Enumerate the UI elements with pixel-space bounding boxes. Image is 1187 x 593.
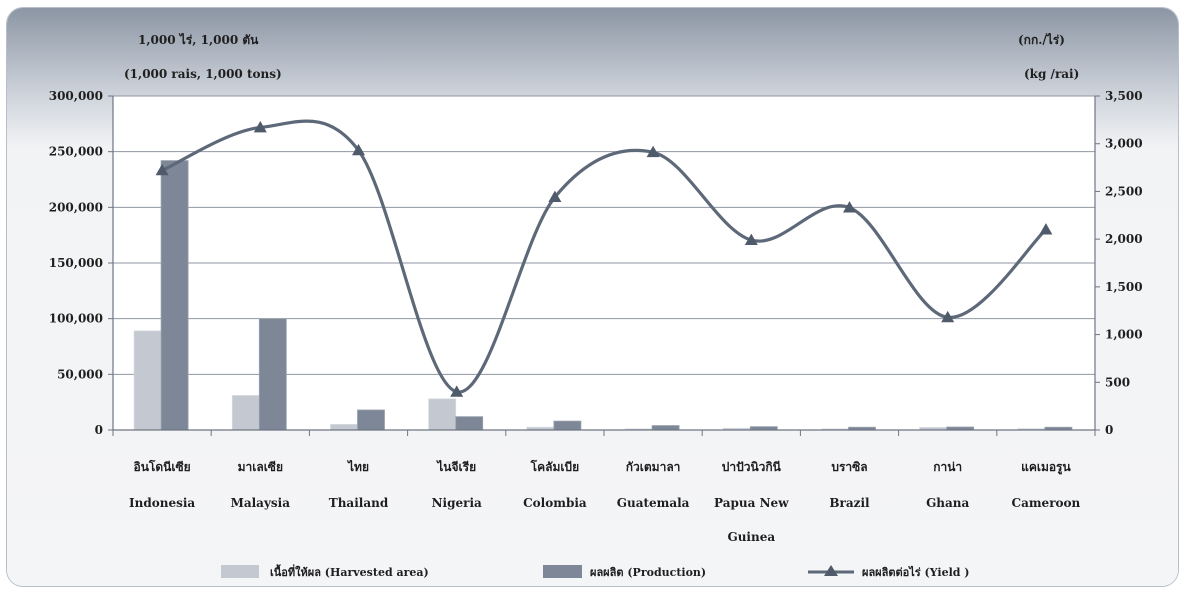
production-bar	[651, 425, 680, 431]
production-bar	[553, 420, 582, 431]
legend-swatch-production	[543, 565, 582, 578]
yield-point	[450, 385, 464, 397]
harvested-area-bar	[428, 398, 457, 431]
left-axis-tick-label: 250,000	[49, 145, 103, 159]
left-axis-unit-english: (1,000 rais, 1,000 tons)	[124, 67, 282, 81]
production-bar	[455, 416, 484, 431]
category-label-english: Cameroon	[1012, 496, 1081, 510]
harvested-area-bar	[330, 424, 358, 431]
category-label-english: Thailand	[329, 496, 389, 510]
harvested-area-bar	[231, 395, 260, 431]
legend-label-harvested-area: เนื้อที่ให้ผล (Harvested area)	[270, 564, 429, 579]
yield-point	[941, 310, 955, 323]
category-label-thai: ไนจีเรีย	[435, 459, 476, 474]
category-label-thai: แคเมอรูน	[1021, 460, 1071, 475]
category-label-english: Malaysia	[231, 496, 291, 510]
category-label-english: Guatemala	[617, 496, 690, 510]
legend-swatch-harvested-area	[221, 565, 259, 578]
yield-point	[744, 233, 758, 245]
right-axis-tick-label: 1,000	[1105, 328, 1143, 342]
category-label-english: Ghana	[926, 496, 969, 510]
left-axis-tick-label: 150,000	[49, 256, 103, 270]
left-axis-unit-thai: 1,000 ไร่, 1,000 ตัน	[138, 33, 259, 47]
right-axis-tick-label: 3,000	[1105, 137, 1143, 151]
production-bar	[160, 160, 189, 431]
yield-point	[352, 143, 365, 156]
category-label-thai: ไทย	[346, 459, 369, 474]
yield-point	[155, 163, 169, 176]
category-label-english: Papua New	[714, 496, 789, 510]
harvested-area-bar	[133, 330, 162, 431]
category-label-thai: บราซิล	[831, 460, 867, 474]
category-label-thai: ปาปัวนิวกินี	[722, 460, 782, 474]
category-label-english: Brazil	[829, 496, 870, 510]
legend-label-production: ผลผลิต (Production)	[590, 566, 706, 579]
yield-point	[1039, 223, 1053, 235]
category-label-thai: โคลัมเบีย	[530, 459, 580, 474]
legend-label-yield: ผลผลิตต่อไร่ (Yield )	[862, 565, 969, 579]
right-axis-tick-label: 1,500	[1105, 280, 1143, 294]
category-label-english: Guinea	[727, 530, 775, 544]
category-label-thai: อินโดนีเซีย	[134, 459, 191, 474]
legend-marker-yield	[824, 565, 838, 576]
yield-point	[646, 145, 660, 158]
right-axis-tick-label: 3,500	[1105, 89, 1143, 103]
yield-point	[253, 120, 267, 133]
right-axis-unit-thai: (กก./ไร่)	[1018, 33, 1065, 47]
category-label-english: Indonesia	[129, 496, 195, 510]
category-label-thai: กาน่า	[933, 460, 962, 474]
yield-point	[548, 190, 562, 203]
left-axis-tick-label: 300,000	[49, 89, 103, 103]
right-axis-tick-label: 2,000	[1105, 232, 1143, 246]
right-axis-tick-label: 2,500	[1105, 184, 1143, 198]
yield-line	[161, 119, 1047, 394]
left-axis-tick-label: 50,000	[57, 367, 103, 381]
category-label-english: Colombia	[523, 496, 587, 510]
production-bar	[357, 409, 385, 431]
right-axis-unit-english: (kg /rai)	[1024, 67, 1080, 81]
left-axis-tick-label: 100,000	[49, 312, 103, 326]
right-axis-tick-label: 0	[1105, 423, 1113, 437]
yield-point	[843, 201, 856, 213]
right-axis-tick-label: 500	[1105, 375, 1130, 389]
category-label-thai: กัวเตมาลา	[626, 460, 681, 474]
category-label-english: Nigeria	[432, 496, 482, 510]
left-axis-tick-label: 200,000	[49, 200, 103, 214]
left-axis-tick-label: 0	[95, 423, 103, 437]
production-bar	[258, 318, 287, 431]
category-label-thai: มาเลเซีย	[238, 460, 283, 474]
